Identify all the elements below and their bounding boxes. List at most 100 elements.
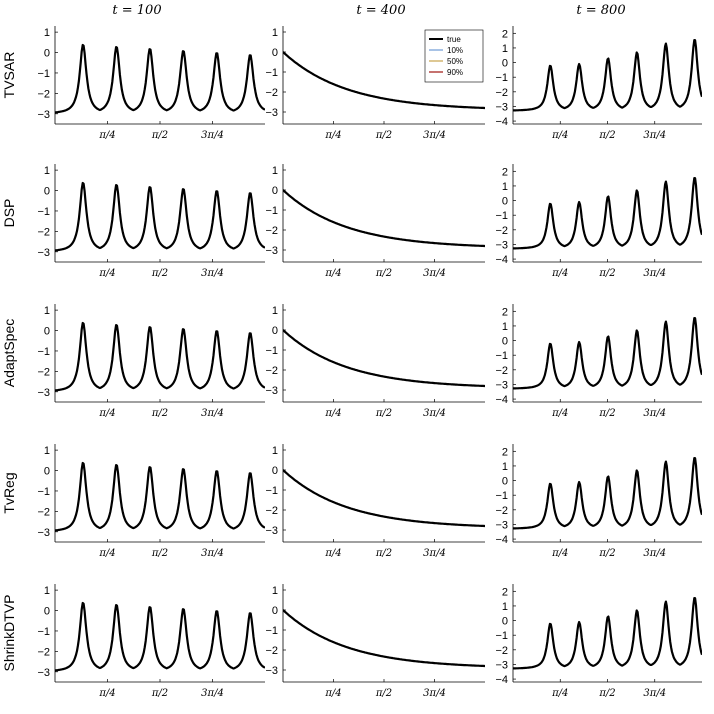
panel-r5-c2: 1 0 −1 −2 −3 π/4 π/2 3π/4 [265, 584, 485, 699]
y-tick-label: −3 [495, 379, 508, 391]
y-tick-label: 1 [44, 165, 50, 177]
series-true-line [283, 609, 485, 668]
x-tick-label: 3π/4 [643, 268, 666, 279]
y-tick-label: −4 [495, 394, 508, 406]
panel-r1-c3: 2 1 0 −1 −2 −3 −4 π/4 π/2 3π/4 [495, 26, 702, 141]
series-lines [513, 457, 702, 530]
y-tick-label: −2 [495, 505, 508, 517]
y-tick-label: −1 [495, 350, 508, 362]
row-label-tvreg: TvReg [1, 472, 17, 513]
y-tick-label: −1 [495, 210, 508, 222]
x-tick-label: π/4 [324, 688, 341, 699]
y-tick-label: 0 [502, 336, 508, 348]
y-tick-label: 0 [502, 476, 508, 488]
y-tick-label: 1 [502, 321, 508, 333]
y-tick-label: −1 [37, 346, 50, 358]
series-true-line [513, 597, 702, 670]
y-tick-label: −2 [265, 645, 278, 657]
x-tick-label: π/4 [551, 688, 568, 699]
y-tick-label: −1 [37, 206, 50, 218]
x-tick-label: π/2 [151, 408, 168, 419]
y-tick-label: 1 [272, 305, 278, 317]
column-titles: t = 100 t = 400 t = 800 [112, 3, 625, 18]
panel-r4-c1: 1 0 −1 −2 −3 π/4 π/2 3π/4 TvReg [1, 444, 265, 559]
panel-r3-c1: 1 0 −1 −2 −3 π/4 π/2 3π/4 AdaptSpec [1, 304, 265, 419]
x-tick-label: π/2 [151, 268, 168, 279]
y-tick-label: 0 [272, 325, 278, 337]
x-tick-label: 3π/4 [201, 548, 224, 559]
x-tick-label: π/2 [151, 688, 168, 699]
series-true-line [55, 321, 265, 392]
series-lines [283, 51, 485, 110]
x-tick-label: 3π/4 [423, 688, 446, 699]
y-tick-label: −1 [495, 630, 508, 642]
series-lines [55, 43, 265, 114]
y-tick-label: 1 [44, 305, 50, 317]
x-tick-label: π/4 [98, 548, 115, 559]
y-tick-label: −2 [37, 366, 50, 378]
x-tick-label: π/4 [98, 130, 115, 141]
legend-label: 50% [447, 57, 463, 66]
legend-label: 10% [447, 46, 463, 55]
y-tick-label: 1 [502, 601, 508, 613]
series-true-line [283, 189, 485, 248]
x-tick-label: π/2 [375, 408, 392, 419]
y-tick-label: −1 [495, 490, 508, 502]
y-tick-label: 2 [502, 586, 508, 598]
y-tick-label: −3 [265, 245, 278, 257]
series-lines [55, 461, 265, 532]
y-tick-label: 0 [44, 48, 50, 60]
panel-r3-c2: 1 0 −1 −2 −3 π/4 π/2 3π/4 [265, 304, 485, 419]
x-tick-label: 3π/4 [423, 268, 446, 279]
y-tick-label: −3 [495, 519, 508, 531]
panel-r1-c2: 1 0 −1 −2 −3 π/4 π/2 3π/4 true 10% 50% 90% [265, 26, 485, 141]
x-tick-label: π/2 [598, 408, 615, 419]
panel-r4-c2: 1 0 −1 −2 −3 π/4 π/2 3π/4 [265, 444, 485, 559]
series-true-line [513, 317, 702, 390]
series-true-line [283, 469, 485, 528]
x-tick-label: π/4 [551, 130, 568, 141]
y-tick-label: 1 [502, 43, 508, 55]
y-tick-label: −2 [265, 87, 278, 99]
y-tick-label: −2 [265, 225, 278, 237]
y-tick-label: −1 [265, 205, 278, 217]
x-tick-label: π/2 [598, 688, 615, 699]
y-tick-label: 1 [272, 27, 278, 39]
y-tick-label: −3 [265, 385, 278, 397]
x-tick-label: π/4 [324, 268, 341, 279]
series-lines [55, 601, 265, 672]
x-tick-label: π/2 [375, 130, 392, 141]
y-tick-label: −1 [265, 67, 278, 79]
series-lines [283, 189, 485, 248]
y-tick-label: −3 [265, 525, 278, 537]
x-tick-label: π/2 [598, 548, 615, 559]
y-tick-label: −3 [495, 239, 508, 251]
y-tick-label: −1 [37, 68, 50, 80]
panel-r3-c3: 2 1 0 −1 −2 −3 −4 π/4 π/2 3π/4 [495, 304, 702, 419]
y-tick-label: 2 [502, 166, 508, 178]
y-tick-label: −4 [495, 534, 508, 546]
x-tick-label: 3π/4 [201, 408, 224, 419]
x-tick-label: 3π/4 [643, 548, 666, 559]
legend-label: 90% [447, 68, 463, 77]
y-tick-label: 0 [44, 606, 50, 618]
y-tick-label: −3 [37, 109, 50, 121]
y-tick-label: −1 [37, 626, 50, 638]
x-tick-label: π/4 [324, 408, 341, 419]
column-title-2: t = 400 [356, 3, 405, 18]
x-tick-label: 3π/4 [423, 408, 446, 419]
y-tick-label: 0 [44, 186, 50, 198]
y-tick-label: −1 [265, 625, 278, 637]
panels: 1 0 −1 −2 −3 π/4 π/2 3π/4 TVSAR 1 0 −1 −2 −3 π/4 π/2 3π/… [1, 26, 702, 699]
x-tick-label: 3π/4 [201, 268, 224, 279]
y-tick-label: −3 [37, 387, 50, 399]
y-tick-label: −1 [37, 486, 50, 498]
series-lines [283, 469, 485, 528]
y-tick-label: 0 [272, 605, 278, 617]
row-label-adaptspec: AdaptSpec [1, 319, 17, 388]
series-lines [55, 321, 265, 392]
column-title-1: t = 100 [112, 3, 161, 18]
panel-r2-c1: 1 0 −1 −2 −3 π/4 π/2 3π/4 DSP [1, 164, 265, 279]
y-tick-label: 0 [502, 616, 508, 628]
y-tick-label: 0 [502, 58, 508, 70]
